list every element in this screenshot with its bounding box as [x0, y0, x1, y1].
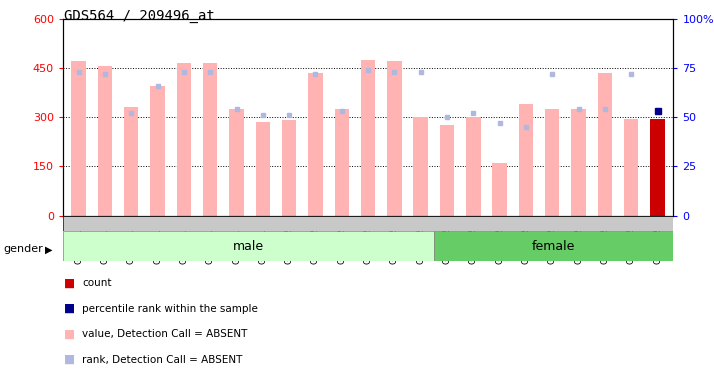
Bar — [203, 63, 218, 216]
Bar — [176, 63, 191, 216]
Text: value, Detection Call = ABSENT: value, Detection Call = ABSENT — [82, 329, 248, 339]
Bar — [434, 231, 673, 261]
Bar — [466, 117, 481, 216]
Bar — [545, 109, 560, 216]
Bar — [335, 109, 349, 216]
Bar — [598, 73, 612, 216]
Text: rank, Detection Call = ABSENT: rank, Detection Call = ABSENT — [82, 355, 243, 364]
Text: percentile rank within the sample: percentile rank within the sample — [82, 304, 258, 313]
Bar — [71, 62, 86, 216]
Bar — [98, 66, 112, 216]
Bar — [308, 73, 323, 216]
Text: gender: gender — [4, 244, 44, 254]
Bar — [282, 120, 296, 216]
Text: ■: ■ — [64, 328, 76, 340]
Bar — [413, 117, 428, 216]
Text: ■: ■ — [64, 302, 76, 315]
Bar — [493, 163, 507, 216]
Text: count: count — [82, 278, 111, 288]
Bar — [63, 231, 434, 261]
Bar — [650, 119, 665, 216]
Text: GDS564 / 209496_at: GDS564 / 209496_at — [64, 9, 215, 23]
Bar — [361, 60, 376, 216]
Text: male: male — [233, 240, 264, 252]
Text: female: female — [532, 240, 575, 252]
Bar — [624, 119, 638, 216]
Bar — [256, 122, 270, 216]
Bar — [124, 107, 139, 216]
Bar — [571, 109, 585, 216]
Text: ▶: ▶ — [45, 244, 53, 254]
Bar — [387, 62, 401, 216]
Bar — [151, 86, 165, 216]
Text: ■: ■ — [64, 353, 76, 366]
Bar — [229, 109, 243, 216]
Bar — [440, 125, 454, 216]
Text: ■: ■ — [64, 277, 76, 290]
Bar — [518, 104, 533, 216]
